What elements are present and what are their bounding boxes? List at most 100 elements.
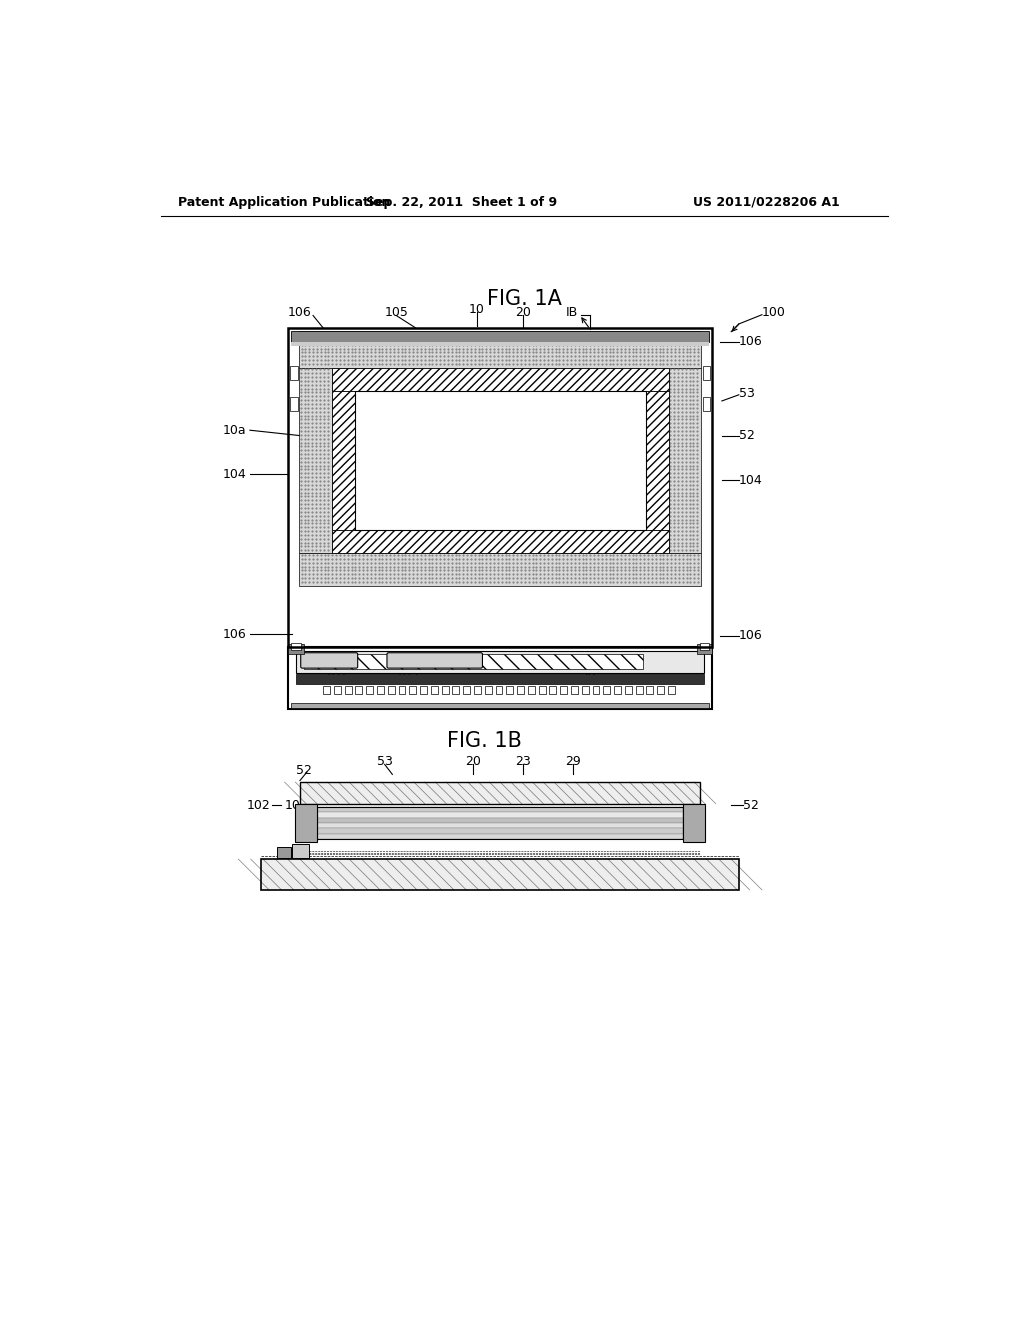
Text: 23: 23 — [515, 755, 531, 768]
Bar — [683, 804, 705, 842]
FancyBboxPatch shape — [387, 653, 482, 668]
Bar — [355, 686, 362, 694]
Bar — [603, 686, 610, 694]
Bar — [699, 643, 709, 651]
Bar — [292, 702, 709, 708]
Bar — [484, 686, 492, 694]
Text: 53: 53 — [739, 387, 755, 400]
Bar — [367, 686, 373, 694]
Bar — [431, 686, 438, 694]
Bar — [304, 653, 643, 669]
Bar — [420, 686, 427, 694]
Text: IB: IB — [565, 306, 578, 319]
Bar — [646, 391, 669, 531]
Text: 104: 104 — [739, 474, 763, 487]
Bar — [299, 553, 701, 586]
Text: 10: 10 — [469, 302, 485, 315]
Text: 106: 106 — [739, 630, 763, 643]
Bar — [669, 368, 701, 553]
Bar — [289, 644, 304, 655]
Bar — [290, 367, 298, 380]
Bar — [354, 391, 646, 531]
Bar — [410, 686, 416, 694]
Text: 20: 20 — [465, 755, 481, 768]
Text: 52: 52 — [739, 429, 755, 442]
Text: Sep. 22, 2011  Sheet 1 of 9: Sep. 22, 2011 Sheet 1 of 9 — [367, 195, 557, 209]
Bar — [453, 686, 460, 694]
Bar — [614, 686, 621, 694]
Text: 105: 105 — [384, 306, 409, 319]
Bar — [300, 781, 700, 804]
Bar — [289, 647, 712, 709]
Bar — [377, 686, 384, 694]
Bar — [299, 368, 332, 553]
Bar — [517, 686, 524, 694]
Text: 106: 106 — [288, 306, 312, 319]
Bar — [316, 817, 683, 822]
Text: FIG. 1B: FIG. 1B — [447, 730, 522, 751]
Bar — [292, 843, 309, 858]
Text: 106: 106 — [223, 628, 247, 640]
Text: 53: 53 — [377, 755, 392, 768]
Text: 104: 104 — [223, 467, 247, 480]
Bar — [261, 859, 739, 890]
Bar — [295, 804, 316, 842]
Text: 29: 29 — [565, 755, 582, 768]
Bar — [560, 686, 567, 694]
Text: US 2011/0228206 A1: US 2011/0228206 A1 — [692, 195, 840, 209]
Bar — [506, 686, 513, 694]
Text: 10: 10 — [508, 829, 523, 842]
Text: 100: 100 — [762, 306, 785, 319]
Bar — [625, 686, 632, 694]
Text: 20: 20 — [515, 306, 531, 319]
Bar — [696, 644, 712, 655]
Text: 52: 52 — [742, 799, 759, 812]
Text: 106: 106 — [739, 335, 763, 348]
Bar — [323, 686, 330, 694]
Bar — [496, 686, 503, 694]
Text: 101: 101 — [285, 799, 308, 812]
Text: 50: 50 — [381, 829, 396, 842]
Bar — [316, 829, 683, 834]
Bar — [316, 834, 683, 840]
Bar — [398, 686, 406, 694]
Bar — [296, 675, 705, 684]
Text: IB: IB — [585, 671, 597, 684]
Text: 10a: 10a — [223, 424, 247, 437]
Bar — [636, 686, 643, 694]
Bar — [316, 807, 683, 840]
Bar — [334, 686, 341, 694]
Bar — [332, 368, 669, 391]
Text: 52: 52 — [296, 764, 312, 777]
Text: 15: 15 — [442, 829, 458, 842]
Bar — [593, 686, 599, 694]
Bar — [299, 331, 701, 368]
Bar — [316, 807, 683, 812]
Bar — [571, 686, 578, 694]
Bar — [528, 686, 535, 694]
Bar — [388, 686, 394, 694]
Bar — [289, 327, 712, 647]
Text: FIG. 1A: FIG. 1A — [487, 289, 562, 309]
Text: 18: 18 — [577, 829, 593, 842]
Text: Patent Application Publication: Patent Application Publication — [178, 195, 391, 209]
Bar — [292, 331, 709, 342]
Bar — [441, 686, 449, 694]
Bar — [292, 643, 301, 651]
Bar — [582, 686, 589, 694]
Bar — [474, 686, 481, 694]
Bar — [345, 686, 351, 694]
Bar — [463, 686, 470, 694]
Bar — [702, 397, 711, 411]
Bar — [316, 822, 683, 829]
Bar — [290, 397, 298, 411]
Bar — [292, 342, 709, 346]
Text: 102: 102 — [247, 799, 270, 812]
FancyBboxPatch shape — [301, 653, 357, 668]
Bar — [702, 367, 711, 380]
Bar — [668, 686, 675, 694]
Text: 101: 101 — [325, 671, 349, 684]
Bar — [539, 686, 546, 694]
Bar — [646, 686, 653, 694]
Bar — [550, 686, 556, 694]
